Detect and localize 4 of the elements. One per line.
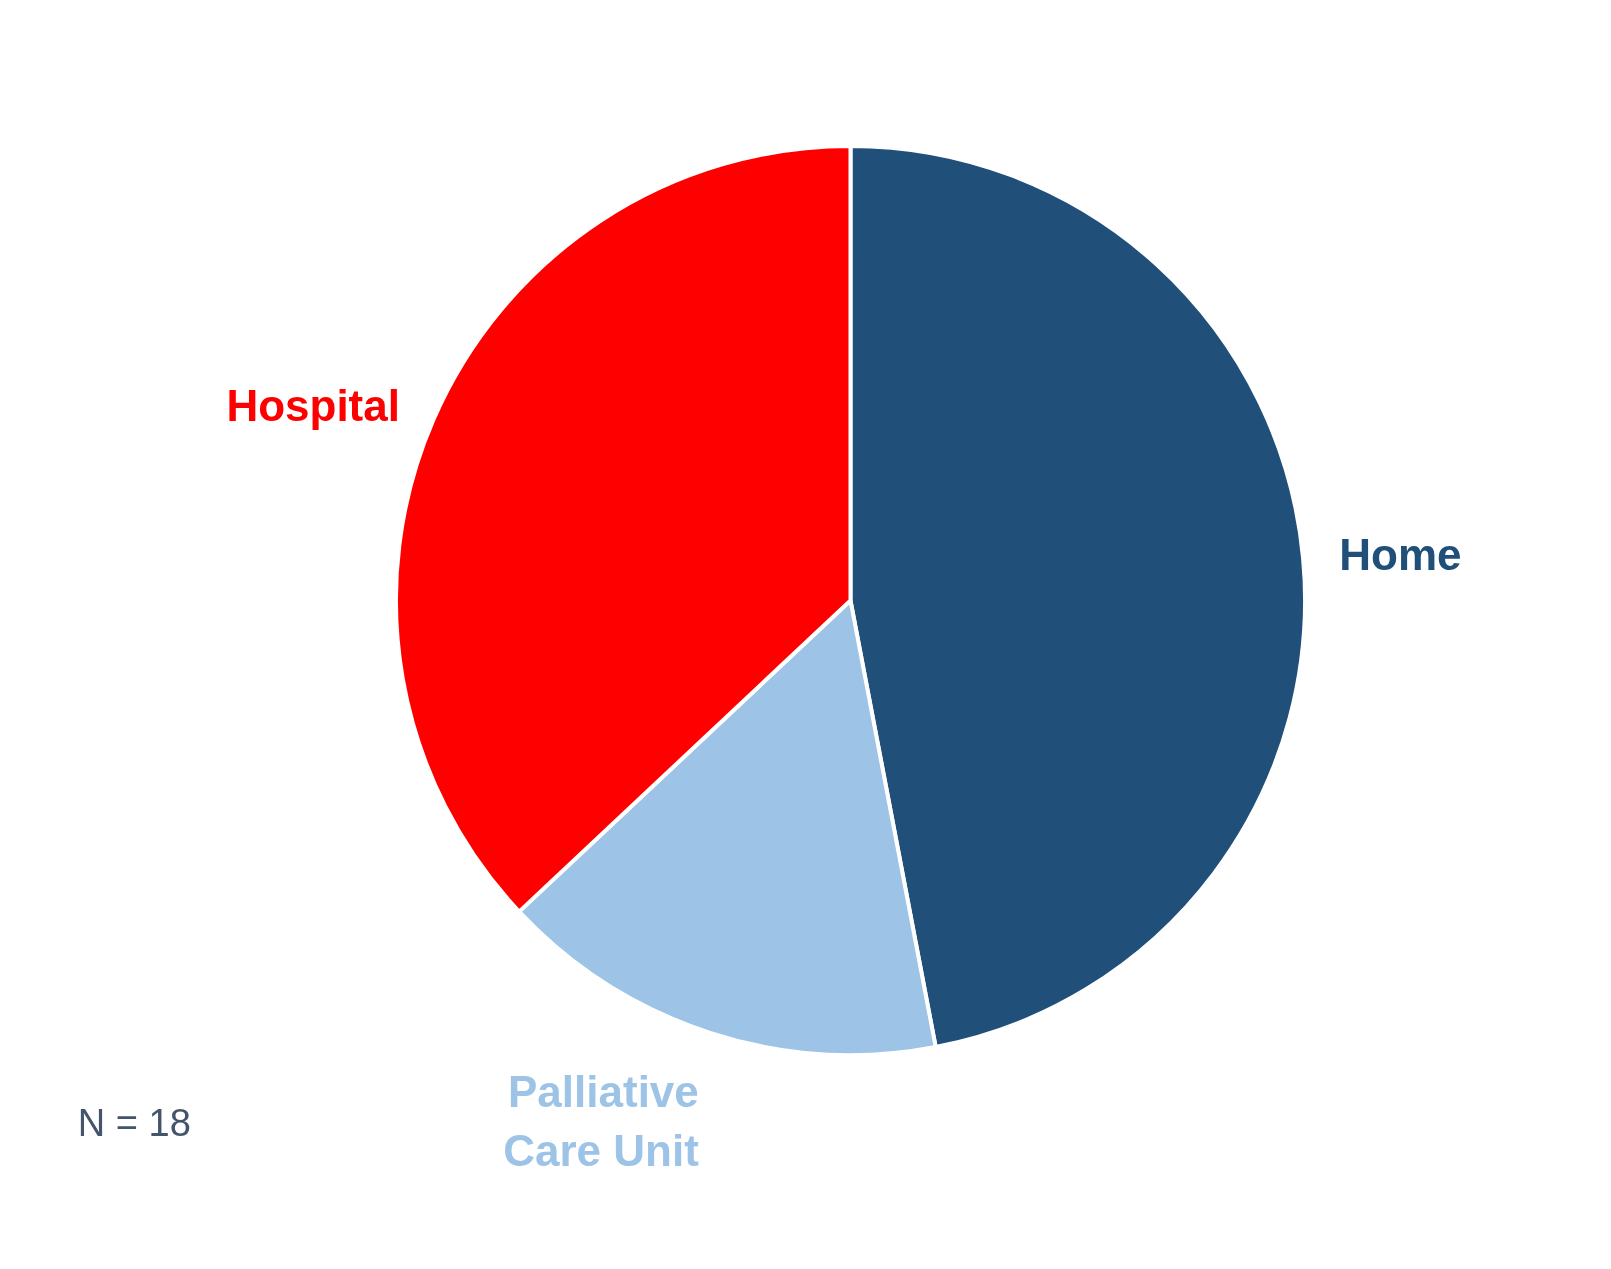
slice-label: Palliative Care Unit xyxy=(503,1067,700,1176)
slice-label: Home xyxy=(1339,529,1462,579)
text: N = 18 xyxy=(77,1102,191,1145)
slice-label: Hospital xyxy=(226,381,400,431)
